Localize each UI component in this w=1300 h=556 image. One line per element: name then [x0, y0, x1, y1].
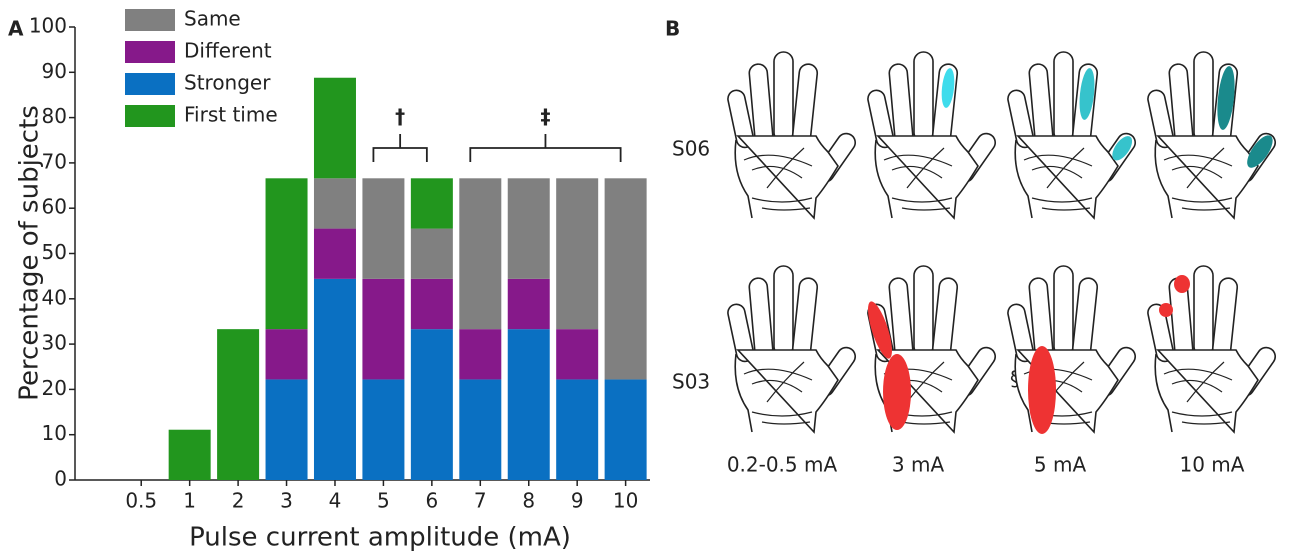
legend-swatch: [125, 73, 175, 95]
hand: [1145, 51, 1280, 219]
legend-label: Same: [184, 7, 241, 31]
x-tick-label: 0.5: [125, 489, 157, 513]
bar-segment: [604, 178, 647, 380]
x-tick-label: 6: [425, 489, 438, 513]
row-label: S06: [672, 137, 710, 161]
row-label: S03: [672, 370, 710, 394]
x-tick-label: 1: [183, 489, 196, 513]
hand: [1145, 265, 1280, 433]
y-tick-label: 80: [42, 104, 67, 128]
legend-swatch: [125, 9, 175, 31]
bar-segment: [313, 178, 356, 229]
column-label: 3 mA: [892, 453, 945, 477]
y-tick-label: 0: [54, 467, 67, 491]
legend-swatch: [125, 105, 175, 127]
y-tick-label: 50: [42, 240, 67, 264]
bar-segment: [556, 178, 599, 330]
bar-segment: [507, 329, 550, 480]
x-tick-label: 9: [571, 489, 584, 513]
bar-segment: [410, 228, 453, 279]
bar-segment: [410, 178, 453, 229]
hand: [865, 51, 1000, 219]
column-label: 5 mA: [1034, 453, 1087, 477]
bar-segment: [265, 178, 308, 330]
bar-segment: [459, 379, 502, 480]
bar-segment: [313, 77, 356, 179]
x-axis-label: Pulse current amplitude (mA): [189, 523, 571, 553]
hand: [1005, 51, 1140, 219]
legend-label: Different: [184, 39, 272, 63]
bar-segment: [265, 329, 308, 380]
bar-segment: [362, 278, 405, 380]
y-tick-label: 40: [42, 285, 67, 309]
bar-segment: [265, 379, 308, 480]
y-tick-label: 60: [42, 195, 67, 219]
note: §: [1010, 367, 1020, 391]
bar-segment: [410, 329, 453, 480]
column-label: 0.2-0.5 mA: [727, 453, 838, 477]
bar-segment: [168, 429, 211, 480]
annotation: †: [395, 105, 405, 129]
panel-label: A: [8, 17, 24, 41]
bar-segment: [556, 329, 599, 380]
bar-segment: [604, 379, 647, 480]
y-tick-label: 30: [42, 331, 67, 355]
column-label: 10 mA: [1180, 453, 1245, 477]
x-tick-label: 8: [522, 489, 535, 513]
hand: [725, 265, 860, 433]
y-tick-label: 100: [29, 14, 67, 38]
x-tick-label: 5: [377, 489, 390, 513]
y-tick-label: 70: [42, 149, 67, 173]
legend-label: First time: [184, 103, 278, 127]
panel-label: B: [665, 17, 680, 41]
y-tick-label: 20: [42, 376, 67, 400]
x-tick-label: 2: [232, 489, 245, 513]
x-tick-label: 7: [474, 489, 487, 513]
y-tick-label: 90: [42, 59, 67, 83]
y-tick-label: 10: [42, 421, 67, 445]
hand: [725, 51, 860, 219]
hand: [1005, 265, 1140, 434]
bar-segment: [507, 178, 550, 279]
bar-segment: [217, 329, 260, 480]
bar-segment: [313, 278, 356, 480]
bracket: [469, 134, 622, 162]
bracket: [372, 134, 428, 162]
bar-segment: [459, 178, 502, 330]
x-tick-label: 3: [280, 489, 293, 513]
hand: [865, 265, 1000, 433]
bar-segment: [410, 278, 453, 330]
y-axis-label: Percentage of subjects: [15, 105, 45, 401]
annotation: ‡: [540, 105, 550, 129]
legend-swatch: [125, 41, 175, 63]
bar-segment: [459, 329, 502, 380]
bar-segment: [556, 379, 599, 480]
bar-segment: [507, 278, 550, 330]
x-tick-label: 4: [329, 489, 342, 513]
bar-segment: [362, 178, 405, 279]
bar-segment: [362, 379, 405, 480]
bar-segment: [313, 228, 356, 279]
legend-label: Stronger: [184, 71, 271, 95]
x-tick-label: 10: [613, 489, 638, 513]
